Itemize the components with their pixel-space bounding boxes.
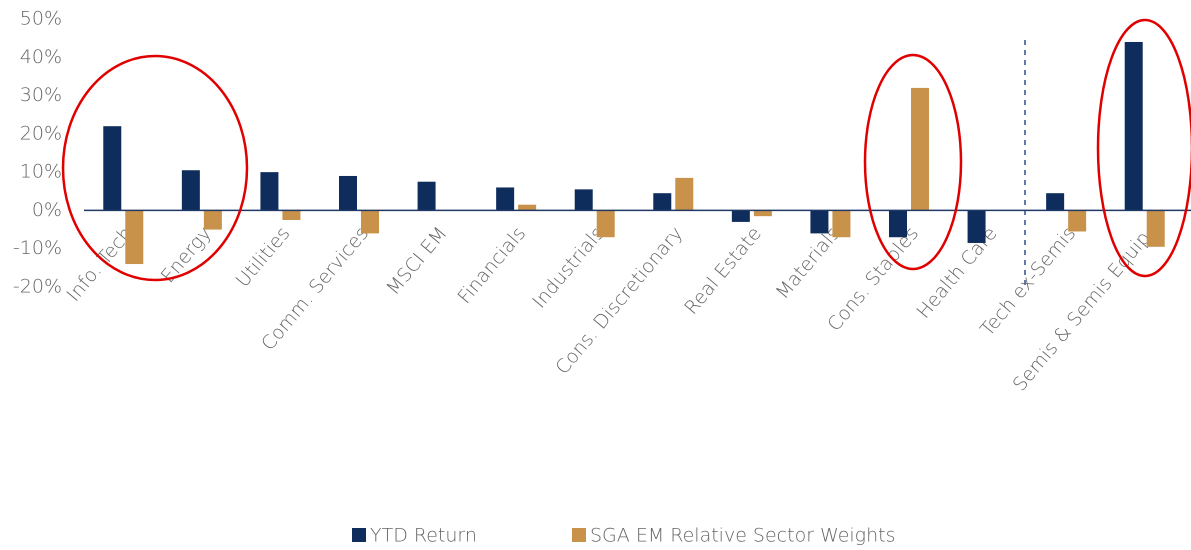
bar xyxy=(417,181,436,211)
bar xyxy=(339,175,357,211)
bar xyxy=(731,210,750,222)
x-tick-label: Energy xyxy=(157,223,216,288)
highlight-circle xyxy=(61,54,249,282)
bar xyxy=(496,187,515,211)
x-tick-label: Semis & Semis Equip. xyxy=(1009,223,1159,396)
legend-label: SGA EM Relative Sector Weights xyxy=(590,525,895,547)
bar xyxy=(103,126,122,211)
highlight-circle xyxy=(1096,18,1191,278)
bar xyxy=(1146,210,1165,247)
y-tick-label: 0% xyxy=(32,199,62,221)
bar xyxy=(574,189,593,211)
x-tick-label: Financials xyxy=(453,223,530,308)
y-tick-label: 20% xyxy=(20,122,62,144)
y-tick-label: -20% xyxy=(13,276,62,298)
bar xyxy=(203,210,222,230)
bar xyxy=(753,210,772,217)
bar xyxy=(675,177,694,211)
bar xyxy=(282,210,301,220)
legend-swatch xyxy=(352,528,366,542)
x-tick-label: Utilities xyxy=(232,223,295,292)
bar xyxy=(596,210,615,238)
x-tick-label: Real Estate xyxy=(680,223,766,319)
highlight-circle xyxy=(863,53,963,271)
bar xyxy=(260,172,279,211)
bar xyxy=(1046,193,1065,211)
legend-label: YTD Return xyxy=(370,525,477,547)
bar xyxy=(518,204,537,211)
bar xyxy=(1068,210,1087,232)
bar xyxy=(125,210,144,265)
bar xyxy=(361,210,379,234)
bar xyxy=(911,87,929,211)
bar xyxy=(181,170,200,211)
y-tick-label: 50% xyxy=(20,8,62,30)
bar xyxy=(832,210,851,238)
x-tick-label: MSCI EM xyxy=(382,223,451,300)
bar xyxy=(889,210,907,238)
plot: -20%-10%0%10%20%30%40%50%Info. Tech Energ… xyxy=(13,8,1191,547)
y-tick-label: 40% xyxy=(20,46,62,68)
bar xyxy=(810,210,829,234)
x-tick-label: Industrials xyxy=(528,223,608,313)
legend-swatch xyxy=(572,528,586,542)
y-tick-label: 10% xyxy=(20,161,62,183)
x-tick-label: Health Care xyxy=(912,223,1001,323)
y-tick-label: -10% xyxy=(13,237,62,259)
y-tick-label: 30% xyxy=(20,84,62,106)
bar xyxy=(967,210,986,243)
bar xyxy=(653,193,672,211)
bar xyxy=(1124,41,1143,211)
